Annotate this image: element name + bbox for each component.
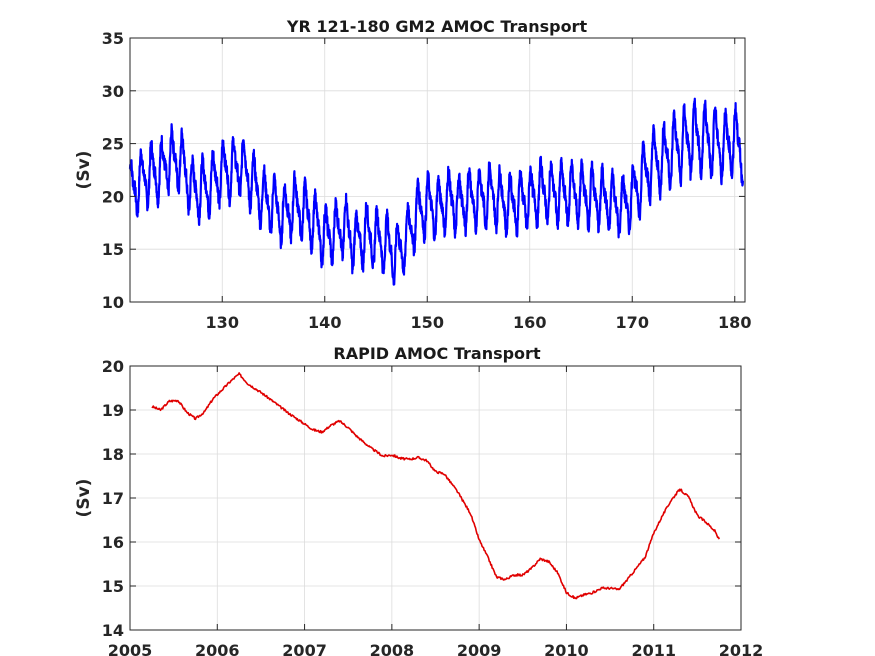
- series-path: [151, 372, 720, 600]
- x-tick-label: 2009: [457, 641, 502, 656]
- x-tick-label: 160: [513, 313, 546, 332]
- gm2-amoc-chart: YR 121-180 GM2 AMOC Transport 130 140 150 1…: [74, 17, 751, 332]
- x-tick-label: 2012: [719, 641, 764, 656]
- rapid-amoc-chart: RAPID AMOC Transport 2005 2006 2007 2008 200…: [74, 344, 763, 656]
- y-tick-label: 18: [102, 445, 124, 464]
- y-tick-label: 20: [102, 357, 124, 376]
- tick-labels-bottom: 2005 2006 2007 2008 2009 2010 2011 2012 14 15 16 17…: [102, 357, 764, 656]
- x-tick-label: 150: [411, 313, 444, 332]
- y-tick-label: 17: [102, 489, 124, 508]
- y-tick-label: 15: [102, 240, 124, 259]
- y-tick-label: 10: [102, 293, 124, 312]
- x-tick-label: 2007: [282, 641, 327, 656]
- y-tick-label: 16: [102, 533, 124, 552]
- y-axis-label: (Sv): [74, 479, 94, 518]
- chart-title: YR 121-180 GM2 AMOC Transport: [286, 17, 588, 36]
- x-tick-label: 140: [308, 313, 341, 332]
- x-tick-label: 2011: [631, 641, 676, 656]
- x-tick-label: 130: [206, 313, 239, 332]
- x-tick-label: 2008: [370, 641, 415, 656]
- y-axis-label: (Sv): [74, 151, 94, 190]
- series-line-gm2: [128, 97, 744, 286]
- y-tick-label: 35: [102, 29, 124, 48]
- x-tick-label: 170: [616, 313, 649, 332]
- x-tick-label: 2006: [195, 641, 240, 656]
- y-tick-label: 19: [102, 401, 124, 420]
- chart-title: RAPID AMOC Transport: [333, 344, 541, 363]
- series-line-rapid: [151, 372, 720, 600]
- grid-bottom: [129, 365, 742, 631]
- x-tick-label: 180: [718, 313, 751, 332]
- tick-labels-top: 130 140 150 160 170 180 10 15 20 25 30 35: [102, 29, 752, 332]
- x-tick-label: 2005: [108, 641, 153, 656]
- y-tick-label: 14: [102, 621, 124, 640]
- y-tick-label: 15: [102, 577, 124, 596]
- y-tick-label: 25: [102, 135, 124, 154]
- y-tick-label: 30: [102, 82, 124, 101]
- x-tick-label: 2010: [544, 641, 589, 656]
- plot-frame-top: [129, 37, 746, 303]
- series-path: [128, 97, 744, 286]
- y-tick-label: 20: [102, 187, 124, 206]
